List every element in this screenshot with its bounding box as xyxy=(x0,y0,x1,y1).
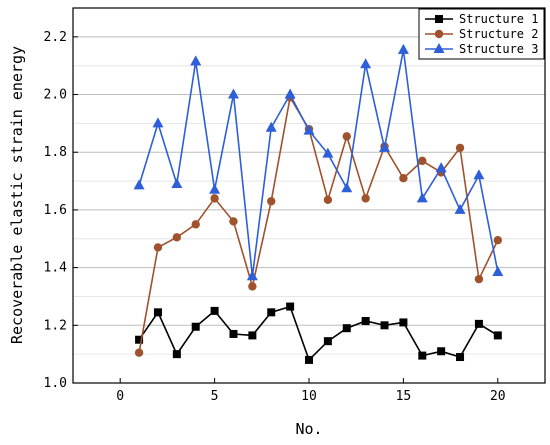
x-tick-label: 0 xyxy=(116,389,124,404)
data-point xyxy=(190,55,202,66)
data-point xyxy=(399,173,408,183)
data-point xyxy=(303,124,315,135)
legend-marker xyxy=(433,43,445,53)
data-point xyxy=(454,203,466,214)
data-point xyxy=(133,179,145,190)
data-point xyxy=(152,117,164,128)
data-point xyxy=(172,350,181,359)
data-point xyxy=(172,233,182,242)
y-tick-label: 1.4 xyxy=(44,261,68,276)
data-point xyxy=(323,337,332,346)
data-point xyxy=(323,195,333,205)
data-point xyxy=(322,147,334,158)
series-layer xyxy=(133,43,504,364)
legend-label: Structure 2 xyxy=(459,27,538,41)
series-3 xyxy=(133,43,504,281)
x-tick-label: 15 xyxy=(396,389,412,404)
data-point xyxy=(210,194,219,203)
legend-marker xyxy=(434,29,444,39)
data-point xyxy=(209,183,221,194)
data-point xyxy=(342,324,351,333)
y-tick-label: 1.6 xyxy=(44,203,67,218)
y-tick-label: 2.2 xyxy=(44,30,67,45)
x-tick-label: 10 xyxy=(301,389,317,404)
data-point xyxy=(493,331,502,340)
data-point xyxy=(379,141,391,152)
data-point xyxy=(342,132,351,141)
y-tick-label: 1.0 xyxy=(44,376,67,391)
legend-label: Structure 3 xyxy=(459,42,538,56)
data-point xyxy=(360,58,372,69)
data-point xyxy=(153,308,162,317)
data-point xyxy=(361,194,370,203)
data-point xyxy=(229,329,238,338)
data-point xyxy=(397,43,409,54)
data-point xyxy=(229,217,238,226)
data-point xyxy=(474,319,483,328)
data-point xyxy=(418,351,427,360)
data-point xyxy=(286,302,295,311)
x-tick-label: 5 xyxy=(211,389,219,404)
data-point xyxy=(473,169,485,180)
data-point xyxy=(455,143,465,153)
data-point xyxy=(399,318,408,327)
y-axis-title: Recoverable elastic strain energy xyxy=(8,46,26,344)
data-point xyxy=(265,121,277,132)
data-point xyxy=(134,348,144,357)
data-point xyxy=(361,316,370,325)
data-point xyxy=(210,306,219,315)
data-point xyxy=(418,156,427,166)
data-point xyxy=(171,177,183,188)
data-point xyxy=(267,308,276,317)
data-point xyxy=(246,270,258,281)
data-point xyxy=(493,236,502,245)
y-tick-label: 1.8 xyxy=(44,145,67,160)
legend-label: Structure 1 xyxy=(459,12,538,26)
y-tick-label: 1.2 xyxy=(44,318,67,333)
y-tick-label: 2.0 xyxy=(44,88,67,103)
legend-marker xyxy=(435,15,443,23)
x-axis-title: No. xyxy=(295,420,322,438)
data-point xyxy=(227,88,239,99)
data-point xyxy=(492,265,504,276)
x-tick-label: 20 xyxy=(490,389,506,404)
data-point xyxy=(191,322,200,331)
data-point xyxy=(380,321,389,330)
gridlines xyxy=(73,36,545,355)
data-point xyxy=(437,347,446,356)
data-point xyxy=(248,282,257,291)
data-point xyxy=(341,182,353,193)
data-point xyxy=(248,331,257,340)
data-point xyxy=(305,355,313,364)
ticks-layer: 1.0 1.2 1.4 1.6 1.8 2.0 2.2 0 5 10 15 20 xyxy=(44,30,506,404)
data-point xyxy=(191,220,200,229)
data-point xyxy=(153,243,163,252)
series-line xyxy=(138,49,499,277)
data-point xyxy=(416,192,428,203)
data-point xyxy=(135,335,144,344)
data-point xyxy=(435,162,447,173)
data-point xyxy=(474,274,484,284)
data-point xyxy=(456,353,465,362)
data-point xyxy=(267,197,276,206)
series-1 xyxy=(135,302,502,364)
data-point xyxy=(284,88,296,99)
